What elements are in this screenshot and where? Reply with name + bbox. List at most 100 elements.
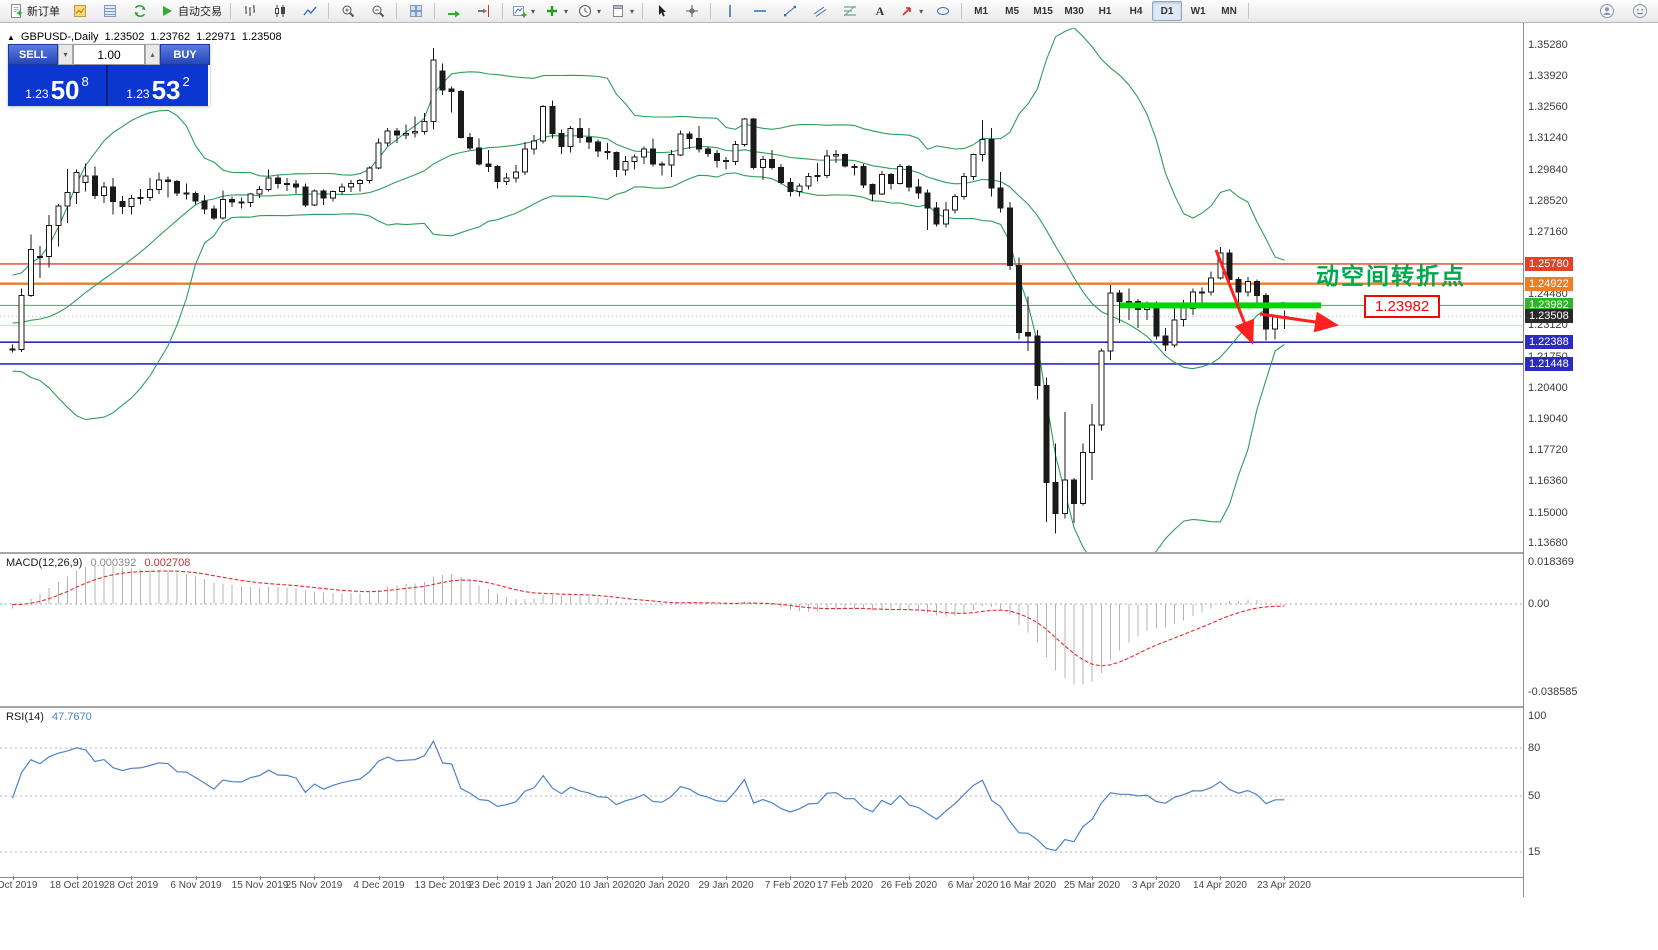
auto-scroll-button[interactable] xyxy=(439,1,468,22)
channel-tool-button[interactable] xyxy=(805,1,834,22)
zoom-out-button[interactable] xyxy=(363,1,392,22)
toolbar: 新订单 自动交易 xyxy=(0,0,1658,23)
buy-price-display[interactable]: 1.23 53 2 xyxy=(108,65,208,106)
time-axis-label: 15 Nov 2019 xyxy=(231,880,289,891)
candle-body xyxy=(1125,300,1132,303)
candle-body xyxy=(650,148,656,165)
chart-shift-button[interactable] xyxy=(469,1,498,22)
candle-body xyxy=(1208,277,1215,293)
candle-body xyxy=(970,154,977,178)
price-axis-label: 1.15000 xyxy=(1528,507,1568,519)
candle-body xyxy=(1107,292,1114,352)
sell-button[interactable]: SELL xyxy=(8,44,58,65)
zoom-in-button[interactable] xyxy=(333,1,362,22)
text-icon: A xyxy=(875,4,884,18)
refresh-button[interactable] xyxy=(125,1,154,22)
macd-axis-label: -0.038585 xyxy=(1528,686,1578,698)
candle-body xyxy=(595,141,602,152)
candle-body xyxy=(467,136,473,149)
candle-body xyxy=(942,209,949,225)
line-chart-button[interactable] xyxy=(295,1,324,22)
auto-scroll-icon xyxy=(447,10,460,18)
periods-button[interactable]: ▾ xyxy=(573,1,605,22)
dropdown-caret-icon: ▾ xyxy=(597,6,602,16)
community-button[interactable] xyxy=(1592,1,1621,22)
candle-body xyxy=(833,154,839,157)
time-axis-label: 7 Feb 2020 xyxy=(764,880,816,891)
macd-main-value: 0.000392 xyxy=(90,557,137,569)
candle-body xyxy=(778,166,785,183)
toolbar-separator xyxy=(396,3,397,19)
help-button[interactable] xyxy=(1625,1,1654,22)
templates-button[interactable]: ▾ xyxy=(606,1,638,22)
candle-body xyxy=(567,128,574,148)
candle-body xyxy=(220,199,226,219)
text-tool-button[interactable]: A xyxy=(865,1,894,22)
timeframe-h4-button[interactable]: H4 xyxy=(1129,5,1143,17)
time-axis-label: 23 Apr 2020 xyxy=(1257,880,1311,891)
volume-input[interactable]: 1.00 xyxy=(73,44,145,65)
candle-body xyxy=(1171,319,1178,346)
time-axis-tick xyxy=(196,876,197,880)
vertical-line-tool-button[interactable] xyxy=(715,1,744,22)
time-axis-tick xyxy=(443,876,444,880)
cursor-button[interactable] xyxy=(647,1,676,22)
candle-body xyxy=(146,188,153,198)
market-watch-button[interactable] xyxy=(65,1,94,22)
crosshair-button[interactable] xyxy=(677,1,706,22)
candlestick-chart-button[interactable] xyxy=(265,1,294,22)
fibonacci-tool-button[interactable] xyxy=(835,1,864,22)
timeframe-h1-button[interactable]: H1 xyxy=(1098,5,1112,17)
timeframe-m30-button[interactable]: M30 xyxy=(1064,5,1084,17)
rsi-panel[interactable] xyxy=(0,709,1523,877)
timeframe-m5-button[interactable]: M5 xyxy=(1005,5,1020,17)
macd-panel[interactable] xyxy=(0,555,1523,706)
buy-button[interactable]: BUY xyxy=(160,44,210,65)
horizontal-line-tool-button[interactable] xyxy=(745,1,774,22)
volume-down-button[interactable]: ▾ xyxy=(58,44,73,65)
bollinger-middle-band xyxy=(12,135,1285,370)
timeframe-mn-button[interactable]: MN xyxy=(1221,5,1237,17)
price-axis-tag: 1.23508 xyxy=(1525,309,1573,323)
sell-price-pip: 8 xyxy=(81,74,89,89)
timeframe-w1-button[interactable]: W1 xyxy=(1190,5,1206,17)
candle-body xyxy=(823,155,830,177)
autotrading-button[interactable]: 自动交易 xyxy=(155,1,226,22)
candle-body xyxy=(1253,281,1260,297)
sell-price-display[interactable]: 1.23 50 8 xyxy=(8,65,108,106)
new-chart-button[interactable]: ▾ xyxy=(507,1,539,22)
candle-body xyxy=(952,195,958,211)
shapes-tool-button[interactable] xyxy=(928,1,957,22)
arrows-tool-button[interactable]: ▾ xyxy=(895,1,927,22)
candle-body xyxy=(101,186,107,196)
new-order-label: 新订单 xyxy=(27,6,60,18)
candle-body xyxy=(1006,207,1013,267)
candle-body xyxy=(430,59,437,123)
rsi-name: RSI(14) xyxy=(6,711,44,723)
buy-price-prefix: 1.23 xyxy=(126,87,150,101)
candle-body xyxy=(640,148,647,158)
timeframe-m1-button[interactable]: M1 xyxy=(974,5,989,17)
price-axis[interactable]: 1.35280 1.33920 1.32560 1.31240 1.29840 1.285… xyxy=(1523,23,1658,897)
volume-up-button[interactable]: ▴ xyxy=(145,44,160,65)
candle-body xyxy=(796,185,803,193)
new-order-button[interactable]: 新订单 xyxy=(4,1,64,22)
panel-divider[interactable] xyxy=(0,706,1658,708)
main-price-chart[interactable] xyxy=(0,28,1523,552)
bars-chart-button[interactable] xyxy=(235,1,264,22)
vline-icon xyxy=(728,5,731,17)
indicators-button[interactable]: ▾ xyxy=(540,1,572,22)
panel-divider[interactable] xyxy=(0,552,1658,554)
candle-body xyxy=(933,207,940,225)
trendline-tool-button[interactable] xyxy=(775,1,804,22)
tile-windows-button[interactable] xyxy=(401,1,430,22)
new-chart-icon xyxy=(513,6,527,18)
price-axis-label: 1.27160 xyxy=(1528,226,1568,238)
timeframe-d1-button[interactable]: D1 xyxy=(1152,1,1183,21)
time-axis-tick xyxy=(552,876,553,880)
crosshair-icon xyxy=(685,5,698,17)
autotrading-label: 自动交易 xyxy=(178,6,222,18)
data-window-button[interactable] xyxy=(95,1,124,22)
timeframe-m15-button[interactable]: M15 xyxy=(1033,5,1053,17)
